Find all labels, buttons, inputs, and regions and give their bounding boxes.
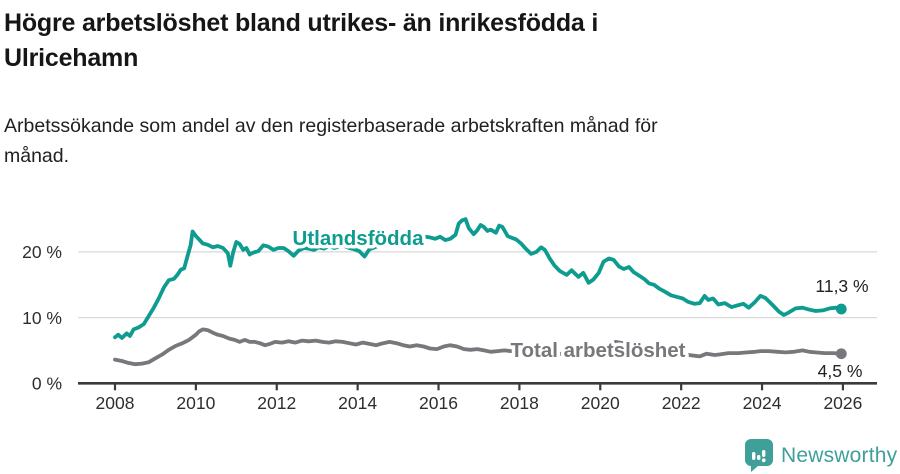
x-axis-label: 2022 [662,393,701,413]
series-end-value-total: 4,5 % [818,361,863,381]
series-end-dot-total [835,348,847,360]
newsworthy-logo[interactable]: Newsworthy [744,439,897,472]
newsworthy-logo-icon [745,439,773,472]
series-label-utlandsfodda: Utlandsfödda [293,227,425,250]
series-label-total: Total arbetslöshet [510,339,685,362]
y-axis-label: 0 % [32,374,62,394]
y-axis-label: 10 % [22,308,62,328]
y-axis-label: 20 % [22,242,62,262]
x-axis-label: 2014 [338,393,377,413]
chart-subtitle: Arbetssökande som andel av den registerb… [4,111,864,171]
x-axis-label: 2018 [500,393,539,413]
chart-title: Högre arbetslöshet bland utrikes- än inr… [4,6,864,76]
chart-title-line-2: Ulricehamn [4,44,139,72]
chart-subtitle-line-1: Arbetssökande som andel av den registerb… [4,115,658,137]
x-axis-label: 2024 [743,393,782,413]
x-axis-label: 2012 [257,393,296,413]
x-axis-label: 2016 [419,393,458,413]
series-end-dot-utlandsfodda [835,303,847,315]
x-axis-label: 2026 [823,393,862,413]
x-axis-label: 2010 [176,393,215,413]
series-line-total [113,327,844,367]
series-end-value-utlandsfodda: 11,3 % [815,276,868,296]
x-axis-label: 2020 [581,393,620,413]
chart-title-line-1: Högre arbetslöshet bland utrikes- än inr… [4,9,599,37]
newsworthy-logo-text: Newsworthy [781,443,898,467]
series-line-utlandsfodda [113,217,844,340]
x-axis-label: 2008 [96,393,135,413]
chart-subtitle-line-2: månad. [4,145,70,167]
